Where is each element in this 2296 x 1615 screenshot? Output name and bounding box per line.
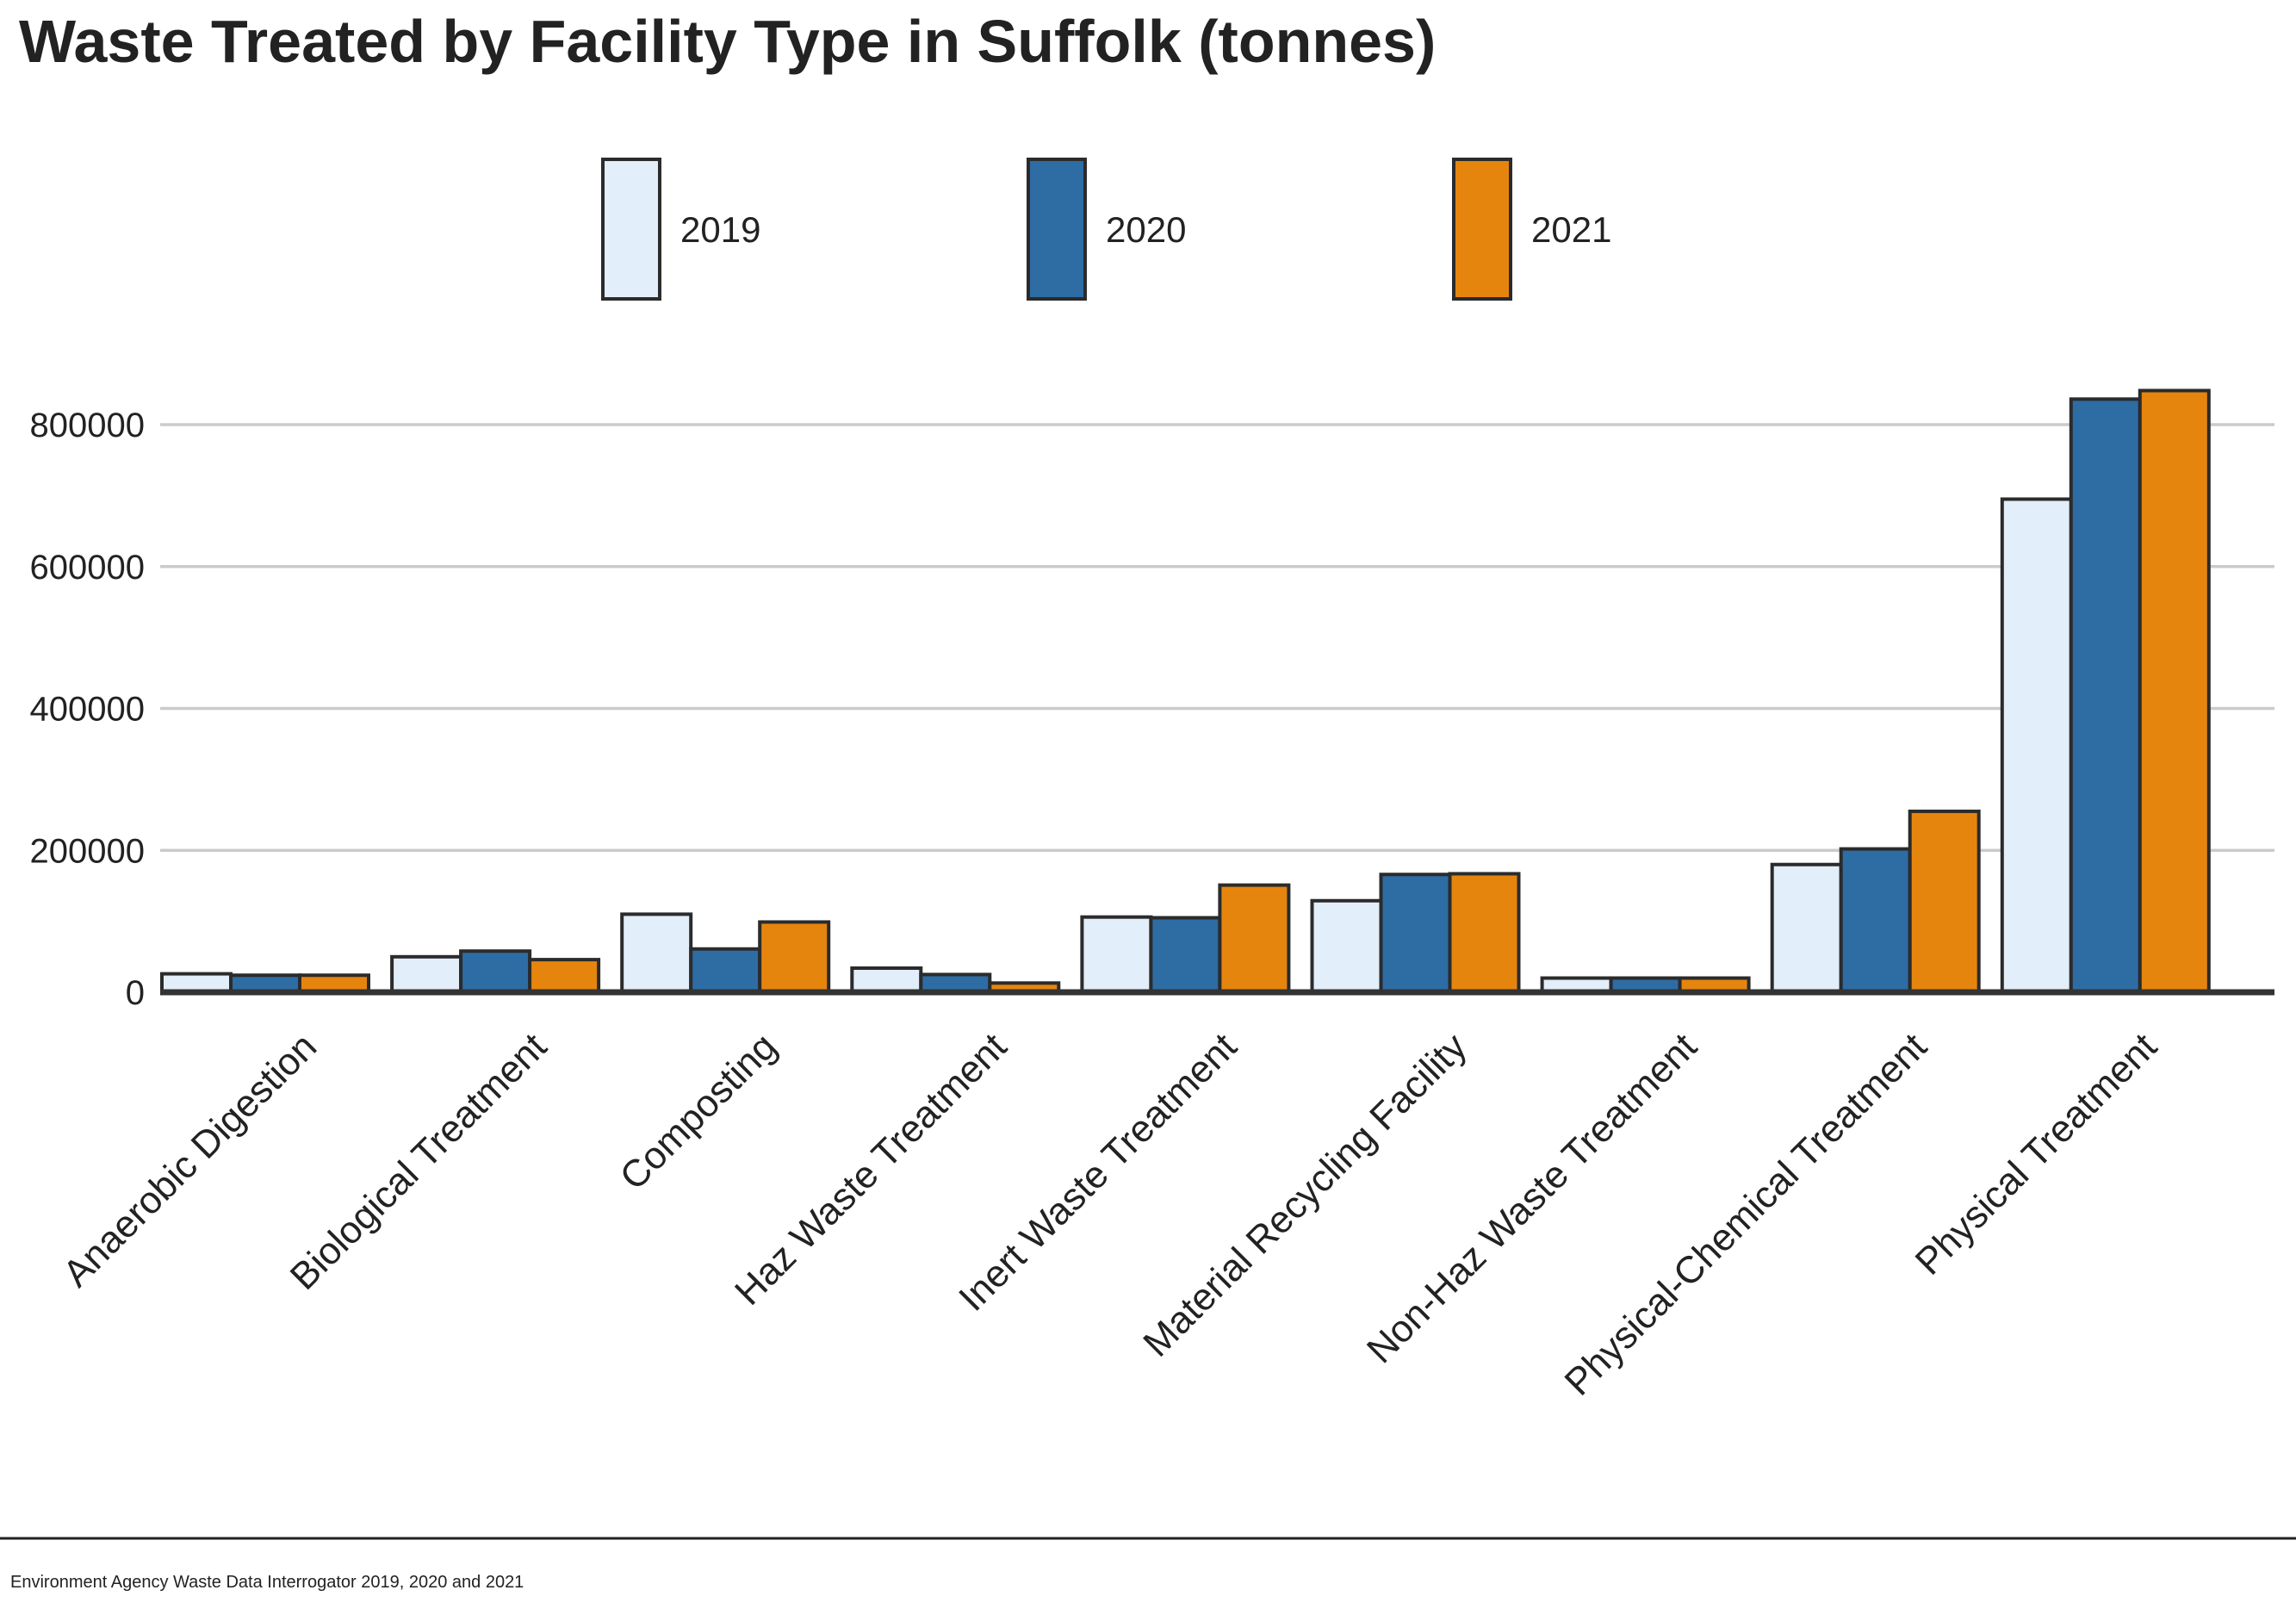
bar-2021-1 (528, 958, 601, 995)
y-tick-label: 800000 (30, 407, 145, 444)
legend-label-2019: 2019 (680, 209, 760, 250)
y-tick-label: 200000 (30, 832, 145, 870)
bar-2021-4 (1218, 883, 1291, 995)
gridlines (160, 423, 2274, 852)
legend: 2019 2020 2021 (601, 158, 1611, 301)
legend-swatch-2021 (1452, 158, 1512, 301)
bar-2020-4 (1149, 916, 1222, 994)
legend-label-2020: 2020 (1106, 209, 1186, 250)
bar-2019-3 (850, 966, 923, 995)
source-note: Environment Agency Waste Data Interrogat… (10, 1573, 524, 1592)
bar-2019-1 (390, 954, 463, 994)
bar-2021-2 (758, 920, 831, 994)
legend-swatch-2019 (601, 158, 661, 301)
bar-2020-1 (459, 949, 532, 995)
bar-2020-7 (1839, 847, 1912, 994)
bar-2019-2 (620, 912, 693, 994)
bar-2019-5 (1310, 898, 1383, 994)
bar-2019-7 (1770, 862, 1843, 994)
x-tick-label: Physical-Chemical Treatment (1557, 1025, 1935, 1403)
x-tick-label: Biological Treatment (282, 1025, 555, 1298)
chart-title: Waste Treated by Facility Type in Suffol… (19, 8, 1436, 75)
bar-2020-2 (689, 947, 762, 994)
y-tick-label: 600000 (30, 549, 145, 587)
x-tick-label: Composting (612, 1025, 785, 1198)
bar-2019-4 (1080, 915, 1153, 994)
bar-2020-5 (1379, 873, 1452, 994)
y-tick-label: 0 (126, 974, 145, 1012)
bar-2021-7 (1908, 809, 1981, 994)
bar-2021-8 (2138, 388, 2211, 994)
bars (160, 388, 2211, 995)
y-axis-ticks: 0 200000 400000 600000 800000 (30, 407, 145, 1012)
y-tick-label: 400000 (30, 691, 145, 729)
x-tick-label: Anaerobic Digestion (55, 1025, 325, 1295)
bar-2020-8 (2069, 397, 2142, 995)
legend-label-2021: 2021 (1531, 209, 1611, 250)
x-tick-label: Physical Treatment (1908, 1025, 2165, 1283)
bar-2019-8 (2000, 497, 2073, 994)
bar-2021-5 (1448, 872, 1521, 995)
legend-swatch-2020 (1027, 158, 1087, 301)
